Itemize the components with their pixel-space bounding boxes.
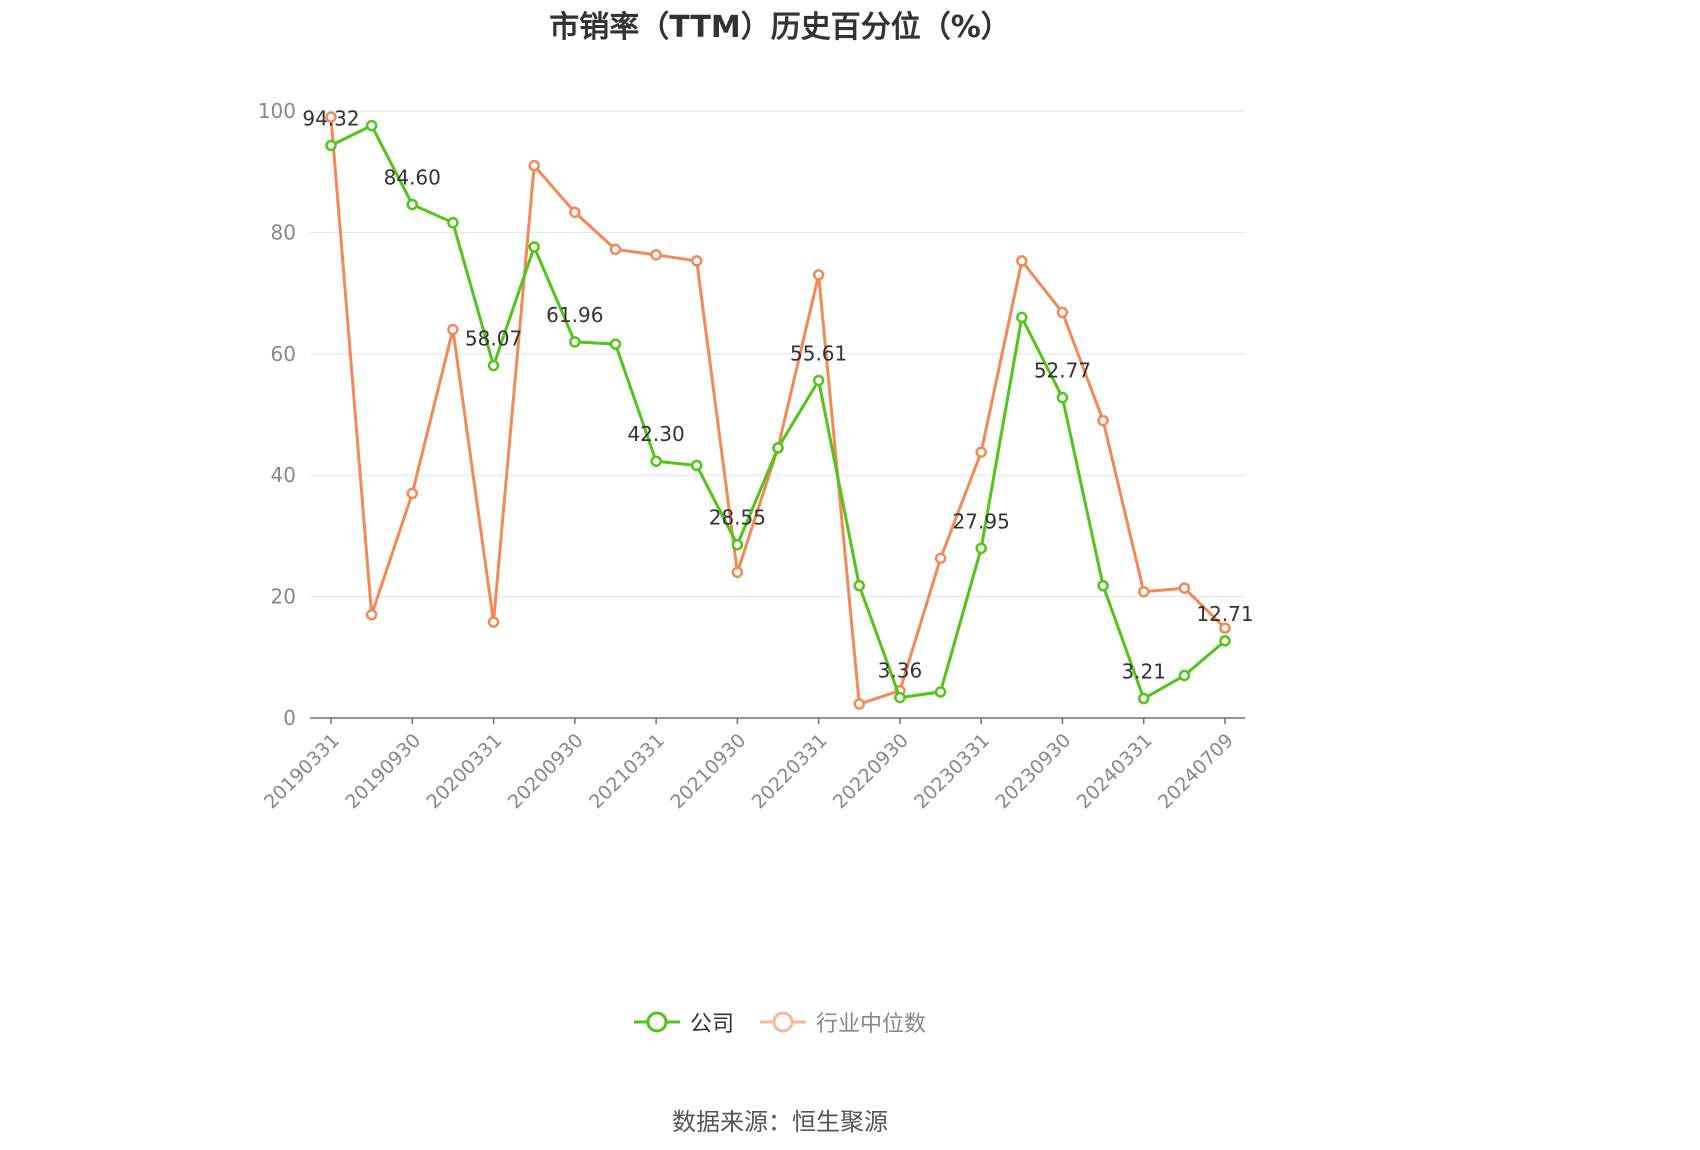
data-label: 55.61 [790,341,847,365]
data-point-industry-median[interactable] [812,269,825,281]
data-point-industry-median[interactable] [325,111,337,123]
x-tick-label: 20190930 [341,729,425,813]
data-point-industry-median[interactable] [447,323,459,336]
x-tick-label: 20190331 [260,729,344,813]
data-point-company[interactable] [487,359,500,372]
y-tick-label: 40 [271,463,296,487]
legend-item-industry-median[interactable]: 行业中位数 [760,1006,926,1038]
data-point-company[interactable] [569,336,581,348]
line-chart: 0 20 40 60 80 100 2019033120190930202003312020… [258,99,1254,813]
data-point-company[interactable] [365,119,378,132]
data-point-company[interactable] [447,216,459,229]
data-point-industry-median[interactable] [975,446,987,458]
data-point-company[interactable] [1097,579,1109,592]
data-point-industry-median[interactable] [1056,306,1069,319]
series-lines [325,111,1231,710]
data-source: 数据来源：恒生聚源 [672,1108,888,1136]
data-label: 27.95 [953,509,1010,533]
data-point-company[interactable] [609,338,622,350]
y-tick-label: 100 [258,99,296,123]
x-tick-label: 20220930 [829,729,913,813]
x-tick-label: 20200331 [423,729,507,813]
data-point-company[interactable] [650,455,662,467]
legend-line-marker-icon [760,1011,806,1033]
data-point-company[interactable] [406,198,419,211]
data-label: 3.21 [1121,660,1166,684]
data-point-industry-median[interactable] [569,206,581,219]
data-point-industry-median[interactable] [1016,255,1028,267]
data-point-company[interactable] [975,542,987,555]
data-label: 94.32 [302,106,359,130]
data-point-industry-median[interactable] [690,255,703,267]
data-point-industry-median[interactable] [609,243,622,256]
legend-label-industry-median: 行业中位数 [816,1012,927,1037]
data-point-industry-median[interactable] [1097,414,1109,427]
data-point-company[interactable] [934,686,947,698]
data-point-company[interactable] [1056,391,1069,404]
data-label: 12.71 [1196,602,1253,626]
x-tick-label: 20230331 [910,729,994,813]
data-label: 58.07 [465,327,522,351]
data-label: 28.55 [709,506,766,530]
data-label: 84.60 [384,165,441,189]
data-label: 3.36 [878,659,923,683]
data-point-industry-median[interactable] [487,616,500,628]
data-point-company[interactable] [772,442,784,454]
data-point-company[interactable] [731,538,744,551]
x-tick-label: 20230930 [991,729,1075,813]
data-point-company[interactable] [812,374,825,387]
data-labels: 94.32 84.60 58.07 61.96 42.30 28.55 55.61 3.36 2… [302,106,1253,683]
axes: 0 20 40 60 80 100 2019033120190930202003312020… [258,99,1245,813]
chart-title: 市销率（TTM）历史百分位（%） [549,10,1011,45]
x-tick-label: 20220331 [748,729,832,813]
x-tick-label: 20210331 [585,729,669,813]
data-point-company[interactable] [1219,635,1231,647]
data-point-company[interactable] [1016,311,1028,324]
data-point-company[interactable] [853,579,866,592]
data-point-industry-median[interactable] [853,698,866,710]
data-point-industry-median[interactable] [365,609,378,621]
y-tick-label: 80 [271,220,296,244]
data-point-industry-median[interactable] [731,566,744,579]
data-point-industry-median[interactable] [1137,585,1150,598]
data-point-industry-median[interactable] [1219,622,1231,634]
data-point-company[interactable] [690,459,703,472]
data-point-company[interactable] [894,691,906,704]
legend-line-marker-icon [633,1011,680,1033]
data-point-company[interactable] [1137,692,1150,705]
data-label: 52.77 [1034,359,1091,383]
data-point-company[interactable] [1178,669,1191,682]
series-line-industry-median [329,116,1227,706]
data-point-industry-median[interactable] [934,552,947,565]
data-point-industry-median[interactable] [650,249,662,261]
data-point-industry-median[interactable] [1178,582,1191,594]
x-tick-label: 20200930 [504,729,588,813]
data-label: 42.30 [627,422,684,446]
x-tick-label: 20240709 [1154,729,1238,813]
data-label: 61.96 [546,303,603,327]
data-point-industry-median[interactable] [528,159,540,172]
legend: 公司 行业中位数 [0,1006,1560,1038]
data-point-company[interactable] [325,139,337,152]
data-point-company[interactable] [528,241,540,253]
grid-lines [310,110,1245,598]
y-tick-label: 0 [283,706,296,730]
y-tick-label: 20 [271,585,296,609]
legend-item-company[interactable]: 公司 [633,1006,734,1038]
legend-label-company: 公司 [689,1012,734,1037]
y-tick-label: 60 [271,342,296,366]
x-tick-label: 20210930 [666,729,750,813]
x-tick-label: 20240331 [1073,729,1157,813]
data-point-industry-median[interactable] [406,487,419,500]
